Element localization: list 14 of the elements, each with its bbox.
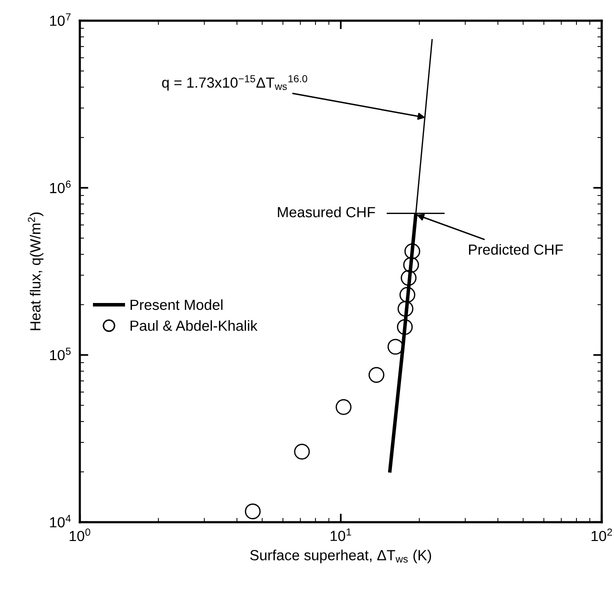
annotation: q = 1.73x10$^{−15}$ΔT$_{ws}$$^{16.0}$ bbox=[162, 75, 308, 91]
x-tick-label: 10$^{0}$ bbox=[70, 528, 90, 542]
y-tick-label: 10$^{7}$ bbox=[50, 13, 71, 26]
x-tick-label: 10$^{1}$ bbox=[330, 528, 352, 542]
legend-label: Present Model bbox=[130, 299, 222, 310]
x-tick-label: 10$^{2}$ bbox=[592, 528, 612, 542]
y-tick-label: 10$^{4}$ bbox=[50, 514, 71, 528]
y-tick-label: 10$^{6}$ bbox=[50, 180, 71, 194]
annotation: Predicted CHF bbox=[469, 244, 563, 255]
y-axis-title: Heat flux, q(W/m$^{2}$) bbox=[28, 212, 44, 330]
annotation: Measured CHF bbox=[278, 206, 376, 218]
y-tick-label: 10$^{5}$ bbox=[50, 348, 71, 360]
legend-label: Paul & Abdel-Khalik bbox=[130, 320, 258, 331]
x-axis-title: Surface superheat, ΔT$_{ws}$ (K) bbox=[250, 550, 432, 564]
